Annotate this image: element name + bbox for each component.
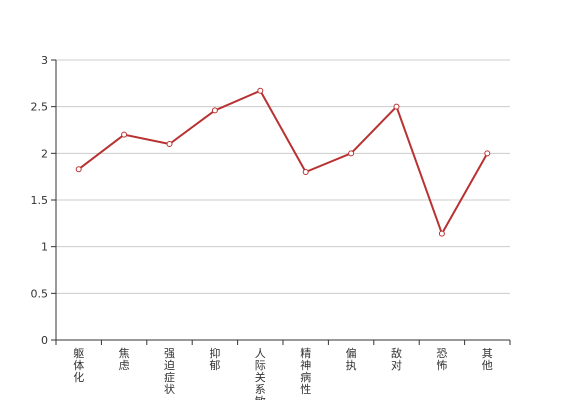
x-category-label: 偏执 — [346, 346, 357, 372]
data-point[interactable] — [302, 169, 309, 175]
y-tick-label: 1 — [41, 241, 48, 254]
data-point[interactable] — [257, 87, 264, 94]
series-line — [78, 89, 489, 235]
x-axis: 躯体化 焦虑 强迫症状 抑郁 人际关系敏感 精神病性 偏执 敌对 恐怖 其他 — [55, 339, 511, 400]
x-category-label: 强迫症状 — [164, 347, 175, 396]
x-category-label: 其他 — [482, 347, 493, 372]
grid-lines — [56, 59, 510, 294]
y-tick-label: 0 — [41, 334, 48, 347]
y-tick-label: 1.5 — [31, 194, 49, 207]
y-axis: 0 0.5 1 1.5 2 2.5 3 — [31, 54, 57, 347]
x-category-label: 焦虑 — [119, 347, 130, 372]
data-point[interactable] — [484, 150, 491, 157]
data-point[interactable] — [438, 230, 445, 237]
x-category-label: 敌对 — [391, 346, 402, 372]
data-point[interactable] — [348, 150, 355, 157]
data-point[interactable] — [121, 131, 128, 138]
data-point[interactable] — [393, 103, 400, 110]
data-point[interactable] — [75, 166, 82, 173]
y-tick-label: 3 — [41, 54, 48, 67]
x-category-label: 恐怖 — [436, 347, 447, 372]
y-tick-label: 2 — [41, 147, 48, 160]
x-category-label: 人际关系敏感 — [255, 347, 266, 400]
series-layer — [75, 87, 491, 237]
x-category-label: 躯体化 — [73, 347, 84, 384]
x-category-label: 抑郁 — [209, 346, 220, 372]
x-category-label: 精神病性 — [300, 347, 311, 396]
data-point[interactable] — [166, 141, 173, 147]
y-tick-label: 0.5 — [31, 287, 49, 300]
data-point[interactable] — [211, 107, 218, 114]
y-tick-label: 2.5 — [31, 101, 49, 114]
